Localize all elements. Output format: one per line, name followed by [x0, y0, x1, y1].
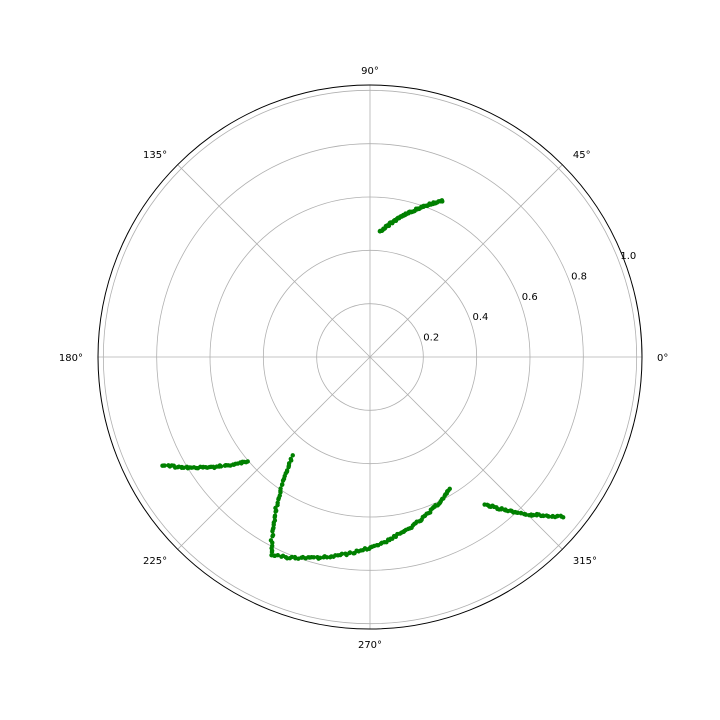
angular-gridline-1: [369, 164, 563, 358]
radial-tick-label: 0.2: [423, 333, 439, 344]
data-series: [160, 198, 566, 561]
data-point: [311, 555, 317, 560]
angle-tick-label: 225°: [143, 556, 167, 567]
angle-tick-label: 0°: [657, 353, 668, 364]
data-point: [273, 509, 278, 514]
data-point: [269, 549, 275, 555]
tick-labels: 0° 45° 90° 135° 180° 225° 270° 315° 0.2 0.4 0.6 0.8…: [59, 66, 668, 651]
radial-tick-label: 0.6: [522, 292, 538, 303]
angle-tick-label: 315°: [573, 556, 597, 567]
data-point: [290, 453, 295, 458]
radial-tick-label: 0.8: [571, 271, 587, 282]
data-point: [515, 510, 520, 516]
data-point: [272, 514, 277, 520]
data-point: [339, 551, 345, 557]
data-point: [561, 515, 566, 520]
data-point: [218, 464, 224, 469]
data-point: [447, 486, 452, 492]
data-point: [286, 464, 291, 470]
data-point: [531, 512, 536, 518]
angular-gridline-5: [177, 356, 371, 550]
angle-tick-label: 90°: [361, 66, 379, 77]
data-point: [280, 478, 286, 483]
data-point: [347, 550, 353, 555]
data-point: [270, 533, 275, 539]
data-point: [270, 540, 275, 545]
data-point: [317, 555, 323, 561]
angle-tick-label: 180°: [59, 353, 83, 364]
data-point: [162, 463, 167, 468]
data-point: [275, 552, 281, 558]
data-point: [546, 514, 551, 519]
radial-tick-label: 1.0: [620, 251, 636, 262]
grid: [98, 85, 642, 629]
angular-gridline-3: [177, 164, 371, 358]
polar-frame: [97, 84, 643, 630]
radial-tick-label: 0.4: [473, 312, 489, 323]
plot-frame: [97, 84, 643, 630]
data-point: [276, 497, 281, 502]
data-point: [324, 555, 330, 560]
angle-tick-label: 135°: [143, 150, 167, 161]
data-point: [279, 482, 285, 488]
angle-tick-label: 270°: [358, 640, 382, 651]
data-point: [245, 459, 250, 464]
data-point: [523, 512, 529, 517]
angular-gridline-7: [369, 356, 563, 550]
data-point: [270, 529, 275, 534]
data-point: [377, 229, 383, 234]
angle-tick-label: 45°: [573, 150, 591, 161]
data-point: [555, 513, 560, 519]
